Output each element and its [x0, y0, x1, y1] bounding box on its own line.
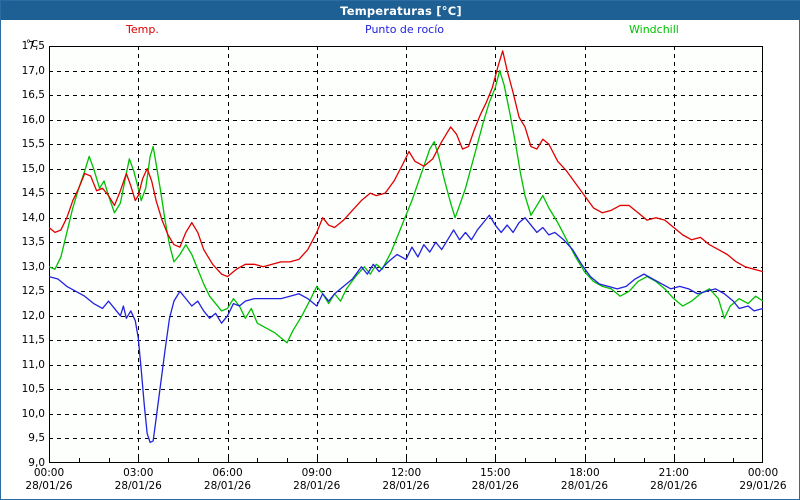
- chart-canvas: [49, 46, 763, 463]
- y-axis-tick-label: 13,0: [21, 260, 45, 273]
- legend-item-dewpoint: Punto de rocío: [365, 23, 445, 36]
- x-tick-date: 28/01/26: [25, 480, 73, 492]
- y-axis-unit-label: °C: [26, 39, 38, 50]
- x-axis-tick-label: 09:00 28/01/26: [277, 467, 357, 493]
- y-axis-tick-label: 9,5: [28, 432, 45, 445]
- data-curves: [49, 50, 763, 444]
- y-axis-tick-label: 17,5: [21, 40, 45, 52]
- window-title: Temperaturas [°C]: [340, 3, 462, 18]
- y-axis-tick-label: 13,5: [21, 236, 45, 249]
- x-tick-time: 09:00: [301, 467, 332, 479]
- x-axis-tick-label: 15:00 28/01/26: [455, 467, 535, 493]
- y-axis-tick-label: 15,0: [21, 162, 45, 175]
- x-tick-time: 03:00: [123, 467, 154, 479]
- y-axis-tick-label: 10,5: [21, 383, 45, 396]
- series-line-temp: [49, 50, 763, 278]
- x-axis-tick-label: 12:00 28/01/26: [366, 467, 446, 493]
- chart-legend: Temp. Punto de rocío Windchill: [1, 23, 800, 39]
- x-tick-time: 21:00: [658, 467, 689, 479]
- x-tick-time: 06:00: [212, 467, 243, 479]
- x-tick-date: 29/01/26: [739, 480, 787, 492]
- plot-area: [49, 46, 763, 463]
- x-axis-tick-label: 00:00 29/01/26: [723, 467, 800, 493]
- x-tick-time: 00:00: [33, 467, 65, 479]
- x-axis-tick-label: 03:00 28/01/26: [98, 467, 178, 493]
- y-axis-tick-label: 17,0: [21, 64, 45, 77]
- y-axis-tick-label: 9,0: [28, 457, 45, 469]
- x-tick-date: 28/01/26: [203, 480, 252, 492]
- x-tick-time: 12:00: [390, 467, 422, 479]
- x-axis-tick-label: 06:00 28/01/26: [188, 467, 268, 493]
- y-axis-tick-label: 12,0: [21, 309, 45, 322]
- x-axis-tick-label: 21:00 28/01/26: [634, 467, 714, 493]
- x-axis-tick-label: 18:00 28/01/26: [545, 467, 625, 493]
- x-tick-date: 28/01/26: [382, 480, 430, 492]
- y-axis-tick-label: 11,0: [21, 358, 45, 371]
- y-axis-tick-label: 16,5: [21, 89, 45, 102]
- x-tick-date: 28/01/26: [471, 480, 519, 492]
- y-axis-tick-label: 10,0: [21, 407, 45, 420]
- legend-item-temp: Temp.: [126, 23, 159, 36]
- x-tick-time: 15:00: [480, 467, 511, 479]
- x-tick-time: 00:00: [747, 467, 779, 479]
- window-title-bar: Temperaturas [°C]: [1, 1, 800, 20]
- y-axis-tick-label: 11,5: [21, 334, 45, 347]
- y-axis-tick-label: 12,5: [21, 285, 45, 298]
- y-axis-tick-label: 16,0: [21, 113, 45, 126]
- y-axis-tick-label: 14,0: [21, 211, 45, 224]
- x-axis-tick-label: 00:00 28/01/26: [9, 467, 89, 493]
- y-axis-tick-label: 15,5: [21, 138, 45, 151]
- series-line-windchill: [49, 69, 763, 344]
- legend-item-windchill: Windchill: [629, 23, 679, 36]
- x-tick-date: 28/01/26: [560, 480, 609, 492]
- x-tick-date: 28/01/26: [293, 480, 341, 492]
- series-line-dewpoint: [49, 214, 763, 444]
- y-axis-tick-label: 14,5: [21, 187, 45, 200]
- x-tick-date: 28/01/26: [114, 480, 162, 492]
- x-tick-date: 28/01/26: [650, 480, 698, 492]
- axis-ticks: [49, 458, 734, 463]
- grid-lines: [49, 46, 763, 463]
- x-tick-time: 18:00: [569, 467, 600, 479]
